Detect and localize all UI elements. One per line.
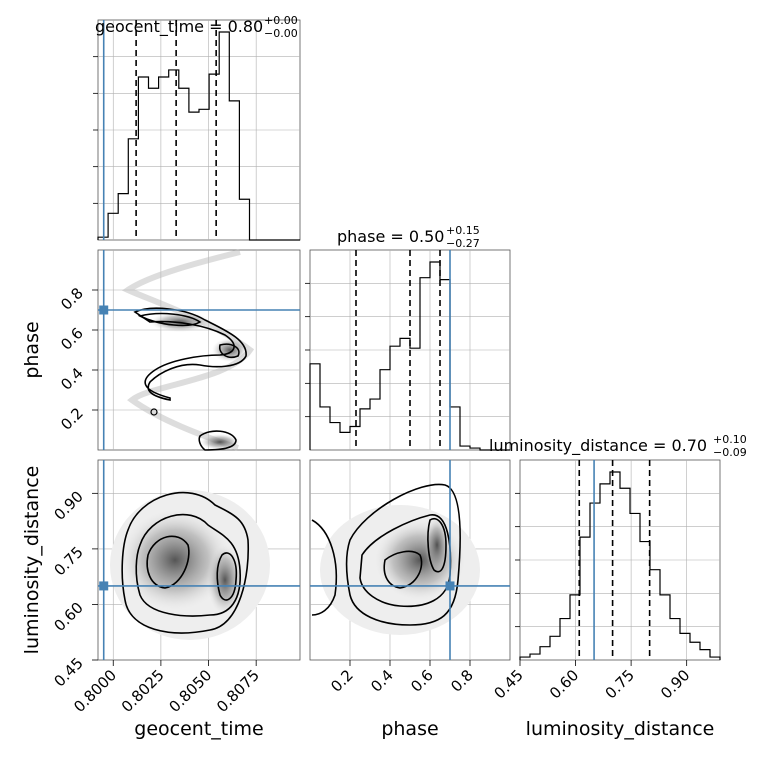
truth-marker — [99, 581, 109, 591]
y-tick-label-luminosity_distance: 0.60 — [50, 599, 86, 635]
panel-distance-vs-phase — [309, 459, 511, 661]
x-tick-label-geocent_time: 0.8050 — [166, 666, 216, 716]
x-tick-label-luminosity_distance: 0.90 — [657, 666, 693, 702]
truth-marker — [445, 581, 455, 591]
quantile-lines — [135, 20, 651, 660]
title-distance-minus: −0.09 — [713, 446, 747, 459]
title-distance: luminosity_distance = 0.70 +0.10 −0.09 — [489, 433, 747, 459]
x-tick-label-phase: 0.6 — [407, 666, 437, 696]
x-tick-label-luminosity_distance: 0.45 — [490, 666, 526, 702]
title-phase-minus: −0.27 — [446, 237, 480, 250]
hist-step-luminosity_distance — [519, 471, 721, 660]
y-tick-label-luminosity_distance: 0.90 — [50, 487, 86, 523]
x-tick-label-geocent_time: 0.8075 — [213, 666, 263, 716]
hist-step-phase — [309, 261, 510, 451]
x-tick-label-luminosity_distance: 0.75 — [602, 666, 638, 702]
histograms — [97, 31, 721, 660]
x-axis-label-phase: phase — [381, 718, 438, 740]
y-tick-label-phase: 0.2 — [57, 404, 87, 434]
x-tick-label-luminosity_distance: 0.60 — [546, 666, 582, 702]
x-tick-label-phase: 0.8 — [447, 666, 477, 696]
title-distance-plus: +0.10 — [713, 433, 747, 446]
title-phase-plus: +0.15 — [446, 224, 480, 237]
x-tick-label-phase: 0.4 — [367, 666, 397, 696]
y-axis-label-phase: phase — [21, 321, 43, 378]
density-distance-vs-geocent-time — [110, 490, 270, 640]
panel-phase-vs-geocent-time — [97, 249, 301, 451]
y-tick-label-luminosity_distance: 0.45 — [50, 654, 86, 690]
title-geocent-time-plus: +0.00 — [264, 14, 298, 27]
x-tick-label-geocent_time: 0.8025 — [118, 666, 168, 716]
x-axis-label-distance: luminosity_distance — [526, 718, 715, 740]
truth-lines — [98, 20, 595, 660]
title-geocent-time-minus: −0.00 — [264, 27, 298, 40]
y-tick-label-phase: 0.4 — [57, 364, 87, 394]
x-tick-label-phase: 0.2 — [327, 666, 357, 696]
title-geocent-time: geocent_time = 0.80 +0.00 −0.00 — [95, 14, 298, 40]
y-tick-label-luminosity_distance: 0.75 — [50, 543, 86, 579]
y-tick-label-phase: 0.6 — [57, 324, 87, 354]
y-tick-label-phase: 0.8 — [57, 284, 87, 314]
density-distance-vs-phase — [311, 483, 480, 635]
title-phase-main: phase = 0.50 — [337, 227, 444, 246]
truth-marker — [99, 305, 109, 315]
title-geocent-time-main: geocent_time = 0.80 — [95, 17, 263, 37]
density-phase-vs-geocent-time — [121, 249, 255, 451]
title-distance-main: luminosity_distance = 0.70 — [489, 436, 707, 456]
hist-step-geocent_time — [97, 31, 300, 241]
title-phase: phase = 0.50 +0.15 −0.27 — [337, 224, 480, 250]
x-axis-label-geocent-time: geocent_time — [134, 718, 263, 740]
panel-distance-vs-geocent-time — [97, 459, 301, 661]
y-axis-label-distance: luminosity_distance — [21, 466, 43, 655]
